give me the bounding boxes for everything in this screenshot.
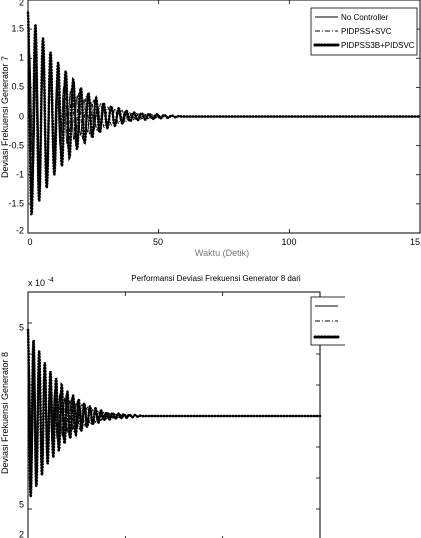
- chart-2-title: Performansi Deviasi Frekuensi Generator …: [131, 274, 301, 283]
- chart-1-y-tick-label: -1.5: [8, 198, 24, 208]
- chart-1-y-tick-label: -0.5: [8, 140, 24, 150]
- chart-2-y-multiplier-base: x 10: [28, 278, 45, 288]
- chart-2-y-axis-label: Deviasi Frekuensi Generator 8: [0, 352, 10, 474]
- chart-1-legend-box: [310, 7, 418, 56]
- chart-1-legend-label: PIDPSS3B+PIDSVC: [341, 41, 415, 50]
- chart-2-legend: [310, 294, 421, 348]
- chart-1-x-tick-label: 100: [281, 237, 296, 247]
- chart-1-y-tick-label: -2: [16, 225, 24, 235]
- chart-2-y-multiplier-exponent: -4: [48, 277, 54, 284]
- chart-2-y-tick-label: 5: [19, 322, 24, 332]
- chart-1-legend-label: PIDPSS+SVC: [341, 27, 392, 36]
- chart-1-y-tick-label: 1.5: [11, 23, 24, 33]
- chart-1-x-tick-label: 0: [27, 237, 32, 247]
- chart-2-y-tick-label: 5: [19, 499, 24, 509]
- chart-1-plot-lines: [26, 11, 421, 216]
- chart-1-y-tick-labels: 2 1.5 1 0.5 0 -0.5 -1 -1.5 -2: [8, 0, 24, 235]
- chart-2-plot-lines: [26, 328, 322, 499]
- chart-1-x-tick-label: 15: [410, 237, 420, 247]
- chart-2-y-tick-labels: 5 5 2: [19, 322, 24, 538]
- chart-1-series-line-3: [26, 11, 421, 216]
- chart-1-y-axis-label: Deviasi Frekuensi Generator 7: [0, 56, 10, 178]
- chart-2: Performansi Deviasi Frekuensi Generator …: [0, 274, 421, 538]
- chart-1-y-tick-label: 0: [19, 111, 24, 121]
- chart-1-y-tick-label: 1: [19, 52, 24, 62]
- chart-2-series-line-3: [26, 328, 322, 499]
- chart-2-y-multiplier: x 10 -4: [28, 277, 54, 288]
- chart-1-y-tick-label: 2: [19, 0, 24, 7]
- chart-1-y-tick-label: 0.5: [11, 81, 24, 91]
- chart-2-y-tick-label: 2: [19, 529, 24, 538]
- chart-1-x-axis-label: Waktu (Detik): [195, 248, 249, 258]
- chart-1-legend: No Controller PIDPSS+SVC PIDPSS3B+PIDSVC: [310, 7, 418, 56]
- chart-1-legend-label: No Controller: [341, 13, 388, 22]
- chart-1-y-tick-label: -1: [16, 169, 24, 179]
- chart-2-legend-cover: [345, 294, 421, 348]
- chart-1-x-tick-label: 50: [153, 237, 163, 247]
- chart-1: 2 1.5 1 0.5 0 -0.5 -1 -1.5 -2 0 50 100 1…: [0, 0, 421, 258]
- chart-1-series-line-2: [27, 36, 420, 193]
- chart-1-x-tick-labels: 0 50 100 15: [27, 237, 420, 247]
